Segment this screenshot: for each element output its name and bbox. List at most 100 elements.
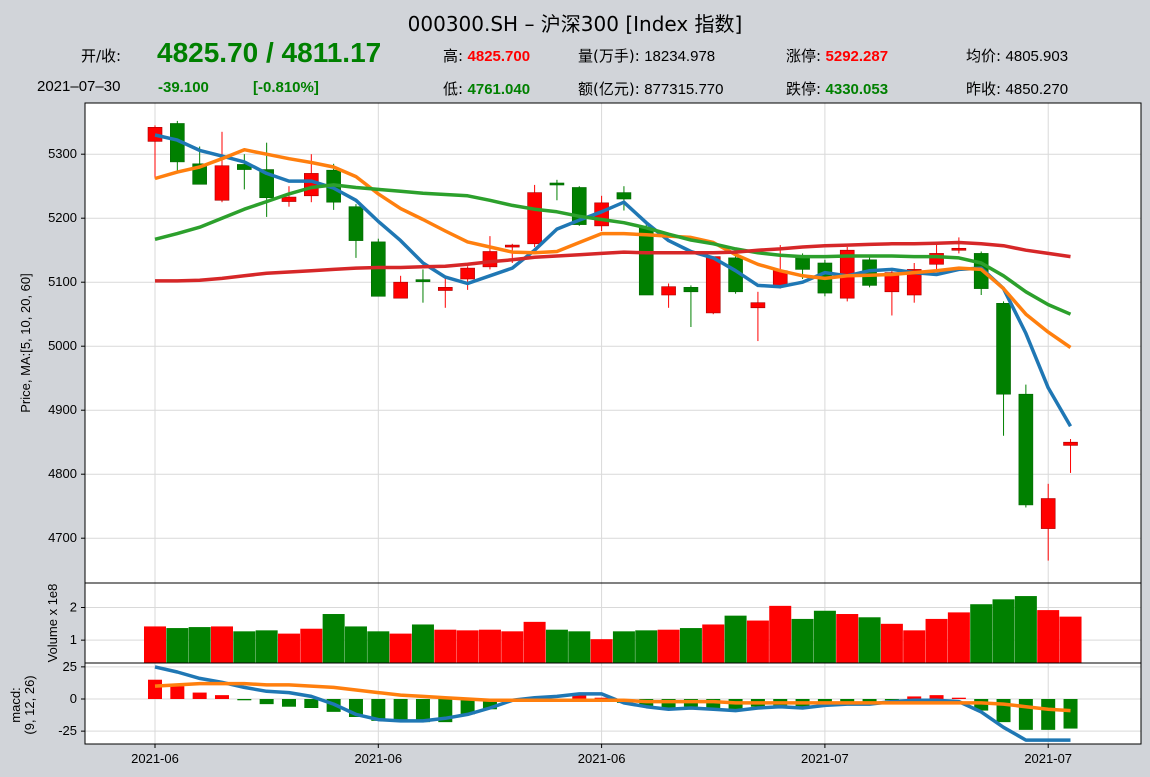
low-field: 低: 4761.040 (443, 78, 530, 99)
volume-bar (523, 621, 546, 663)
macd-dif-line (154, 665, 1071, 742)
trade-date: 2021–07–30 (37, 78, 121, 95)
amount-field: 额(亿元): 877315.770 (578, 78, 723, 99)
macd-histogram-bar (1041, 699, 1056, 730)
macd-histogram-bar (214, 695, 229, 699)
volume-bar (746, 620, 769, 663)
candle-body (1018, 393, 1034, 506)
candle (616, 186, 632, 211)
volume-bar (702, 624, 725, 663)
volume-bar (456, 630, 479, 663)
avg-price-value: 4805.903 (1005, 48, 1069, 65)
limit-down-label: 跌停: (786, 80, 822, 98)
volume-bar (210, 626, 233, 663)
candle (170, 120, 185, 174)
amount-label: 额(亿元): (578, 80, 640, 98)
low-value: 4761.040 (467, 81, 531, 98)
candle (661, 283, 676, 308)
candle (1040, 483, 1056, 561)
volume-bar (813, 610, 836, 663)
amount-value: 877315.770 (644, 81, 724, 98)
macd-axis-title: macd:(9, 12, 26) (8, 675, 37, 734)
volume-label: 量(万手): (578, 47, 640, 65)
price-y-tick-label: 5000 (48, 338, 77, 353)
volume-bar (411, 624, 434, 663)
candle-body (504, 244, 520, 248)
volume-bar (1014, 596, 1037, 663)
candle (772, 245, 788, 289)
macd-histogram-bar (371, 699, 386, 721)
macd-histogram-bar (661, 699, 676, 708)
candle-body (304, 173, 319, 197)
x-tick-label: 2021-07 (1024, 751, 1072, 766)
macd-histogram-bar (862, 699, 877, 702)
macd-histogram-bar (393, 699, 408, 721)
candle-body (996, 303, 1011, 395)
open-close-label: 开/收: (81, 47, 122, 65)
macd-histogram-bar (884, 699, 899, 701)
volume-bar (501, 631, 524, 663)
candle-body (281, 196, 297, 202)
avg-price-label: 均价: (966, 47, 1002, 65)
candle-body (393, 281, 408, 299)
macd-histogram-bar (482, 699, 497, 710)
prev-close-field: 昨收: 4850.270 (966, 78, 1068, 99)
volume-bar (769, 605, 792, 663)
volume-bar (144, 626, 166, 663)
candle (147, 125, 163, 179)
chart-title: 000300.SH – 沪深300 [Index 指数] (407, 12, 743, 36)
high-value: 4825.700 (467, 48, 531, 65)
candle (460, 266, 475, 290)
price-y-tick-label: 4700 (48, 530, 77, 545)
prev-close-value: 4850.270 (1005, 81, 1069, 98)
price-y-tick-label: 5100 (48, 274, 77, 289)
volume-bar (1037, 610, 1060, 663)
ma-line-ma10 (154, 147, 1072, 349)
candle (1018, 384, 1034, 508)
candle (683, 285, 699, 327)
limit-down-field: 跌停: 4330.053 (786, 78, 888, 99)
candle-body (795, 256, 810, 270)
candle-body (906, 269, 922, 296)
volume-value: 18234.978 (644, 48, 716, 65)
volume-bar (635, 630, 658, 663)
volume-y-tick-label: 1 (70, 632, 77, 647)
macd-histogram-bar (192, 692, 207, 699)
volume-bar (612, 631, 635, 663)
candle (951, 237, 967, 254)
volume-bar (478, 629, 501, 663)
candle-body (415, 279, 431, 282)
volume-bar (992, 599, 1015, 663)
candle (549, 179, 565, 201)
macd-histogram-bar (594, 697, 609, 699)
candle (1063, 439, 1078, 473)
candle-body (482, 251, 498, 268)
volume-bar (970, 604, 993, 663)
price-change-percent: [-0.810%] (253, 79, 319, 96)
avg-price-field: 均价: 4805.903 (966, 45, 1068, 66)
macd-histogram-bar (1018, 699, 1033, 730)
volume-bar (679, 628, 702, 663)
macd-histogram-bar (237, 699, 252, 701)
volume-bar (836, 614, 859, 663)
macd-y-tick-label: 25 (63, 659, 77, 674)
ma-line-ma60 (155, 240, 1071, 283)
candle-body (750, 302, 766, 309)
limit-up-field: 涨停: 5292.287 (786, 45, 888, 66)
volume-bar (389, 633, 412, 663)
price-y-tick-label: 5200 (48, 210, 77, 225)
volume-bar (322, 614, 345, 663)
volume-bar (925, 618, 948, 663)
macd-y-tick-label: -25 (58, 723, 77, 738)
macd-histogram-bar (281, 699, 296, 707)
x-tick-label: 2021-07 (801, 751, 849, 766)
candle-body (661, 286, 676, 296)
volume-bar (300, 628, 323, 663)
macd-histogram-bar (929, 695, 944, 699)
macd-histogram-bar (572, 695, 587, 699)
macd-histogram-bar (706, 699, 721, 708)
volume-bar (590, 639, 613, 663)
ma-line-ma20 (154, 183, 1072, 316)
volume-bar (791, 618, 814, 663)
